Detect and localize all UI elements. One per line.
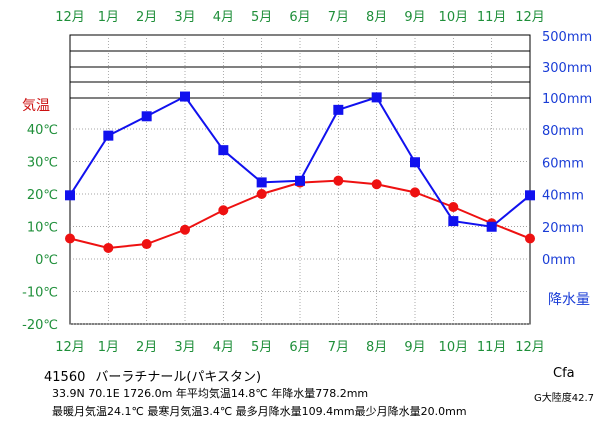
month-label-top: 2月 (136, 10, 157, 25)
precip-tick-label: 300mm (542, 61, 592, 76)
precipitation-point (295, 175, 305, 186)
month-label-bottom: 6月 (289, 340, 310, 355)
temperature-point (333, 175, 344, 186)
precip-tick-label: 20mm (542, 221, 584, 236)
month-label-top: 10月 (439, 10, 469, 25)
temp-tick-label: 20℃ (27, 188, 58, 203)
month-label-bottom: 4月 (213, 340, 234, 355)
month-label-bottom: 12月 (55, 340, 85, 355)
precipitation-point (256, 177, 267, 188)
precipitation-point (218, 145, 229, 156)
station-coordinates-summary: 33.9N 70.1E 1726.0m 年平均気温14.8℃ 年降水量778.2… (52, 387, 369, 400)
temp-tick-label: 40℃ (27, 123, 58, 138)
month-label-bottom: 12月 (515, 340, 545, 355)
month-label-top: 12月 (515, 10, 545, 25)
temperature-point (65, 233, 75, 244)
month-label-bottom: 1月 (98, 340, 119, 355)
month-label-bottom: 9月 (404, 340, 425, 355)
month-label-bottom: 7月 (328, 340, 349, 355)
month-label-bottom: 11月 (477, 340, 507, 355)
precip-tick-label: 0mm (542, 253, 576, 268)
precipitation-tick-labels: 500mm 300mm 100mm 80mm 60mm 40mm 20mm 0mm (542, 30, 592, 268)
precipitation-point (448, 216, 459, 227)
precip-tick-label: 40mm (542, 189, 584, 204)
temperature-point (371, 179, 382, 190)
temperature-point (103, 242, 114, 253)
temperature-point (180, 224, 190, 235)
month-label-bottom: 5月 (251, 340, 272, 355)
month-label-top: 7月 (328, 10, 349, 25)
month-label-bottom: 3月 (174, 340, 195, 355)
precip-tick-label: 500mm (542, 30, 592, 45)
temperature-point (141, 239, 152, 250)
station-name: バーラチナール(パキスタン) (95, 370, 262, 385)
month-label-top: 5月 (251, 10, 272, 25)
precip-tick-label: 60mm (542, 156, 584, 171)
precipitation-point (371, 92, 382, 103)
precipitation-point (65, 190, 75, 201)
station-extremes-summary: 最暖月気温24.1℃ 最寒月気温3.4℃ 最多月降水量109.4mm最少月降水量… (52, 405, 467, 418)
month-label-top: 12月 (55, 10, 85, 25)
temp-tick-label: -20℃ (22, 318, 58, 333)
temp-tick-label: 30℃ (27, 156, 58, 171)
station-id: 41560 (44, 370, 86, 385)
precipitation-point (410, 157, 420, 168)
temperature-point (218, 205, 229, 216)
top-month-labels: 12月 1月 2月 3月 4月 5月 6月 7月 8月 9月 10月 11月 12月 (55, 10, 545, 25)
precip-tick-label: 80mm (542, 124, 584, 139)
chart-grid (69, 34, 531, 325)
temperature-point (410, 187, 420, 198)
month-label-top: 9月 (404, 10, 425, 25)
month-label-top: 1月 (98, 10, 119, 25)
precipitation-point (525, 190, 535, 201)
temperature-line (69, 179, 531, 249)
month-label-top: 8月 (366, 10, 387, 25)
continentality-index: G大陸度42.7 (534, 393, 595, 404)
bottom-month-labels: 12月 1月 2月 3月 4月 5月 6月 7月 8月 9月 10月 11月 12月 (55, 340, 545, 355)
month-label-bottom: 2月 (136, 340, 157, 355)
temperature-point (448, 202, 459, 212)
temperature-axis-label: 気温 (22, 98, 50, 114)
temp-tick-label: 10℃ (27, 221, 58, 236)
month-label-top: 3月 (174, 10, 195, 25)
precipitation-axis-label: 降水量 (548, 292, 590, 308)
precipitation-point (333, 104, 344, 115)
temp-tick-label: 0℃ (35, 253, 58, 268)
station-header: 41560 バーラチナール(パキスタン) (44, 366, 261, 385)
chart-series (65, 91, 535, 253)
temperature-point (256, 189, 267, 199)
precipitation-point (486, 221, 497, 232)
month-label-bottom: 10月 (439, 340, 469, 355)
precipitation-point (103, 130, 114, 141)
temperature-tick-labels: 40℃ 30℃ 20℃ 10℃ 0℃ -10℃ -20℃ (22, 123, 58, 333)
temperature-point (525, 233, 535, 244)
month-label-bottom: 8月 (366, 340, 387, 355)
temp-tick-label: -10℃ (22, 286, 58, 301)
precipitation-point (180, 91, 190, 102)
precip-tick-label: 100mm (542, 92, 592, 107)
precipitation-point (141, 111, 152, 122)
month-label-top: 6月 (289, 10, 310, 25)
koppen-class: Cfa (553, 366, 575, 381)
month-label-top: 11月 (477, 10, 507, 25)
month-label-top: 4月 (213, 10, 234, 25)
